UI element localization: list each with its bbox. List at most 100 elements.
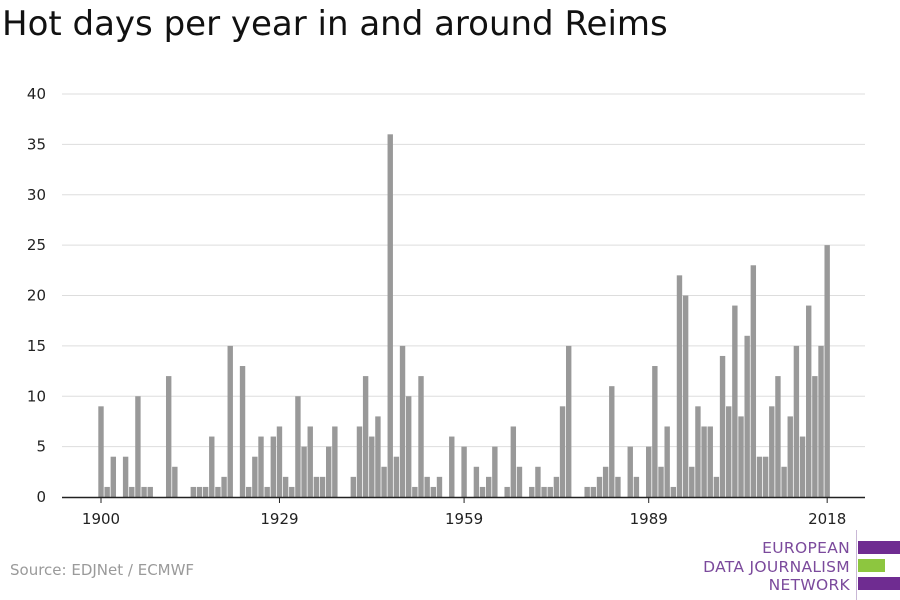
bar-1926 [258, 436, 264, 497]
x-tick-label: 1959 [445, 510, 483, 528]
bar-2006 [750, 265, 757, 497]
bar-1905 [129, 486, 135, 497]
bar-1971 [535, 466, 541, 497]
bar-1917 [202, 486, 209, 497]
logo-bar-green [858, 559, 885, 572]
bar-1916 [196, 486, 203, 497]
bar-1963 [486, 476, 492, 497]
bar-1976 [566, 345, 572, 497]
x-tick-label: 1929 [260, 510, 298, 528]
bar-1904 [122, 456, 129, 497]
bar-1964 [492, 446, 498, 497]
y-tick-label: 10 [27, 387, 46, 405]
y-tick-label: 40 [27, 85, 46, 103]
logo-bar-purple-bottom [858, 577, 900, 590]
bar-2007 [756, 456, 763, 497]
bar-1923 [239, 366, 246, 497]
bar-1972 [541, 486, 547, 497]
bar-1961 [473, 466, 480, 497]
x-tick-label: 2018 [808, 510, 846, 528]
bar-1952 [418, 376, 424, 497]
bar-1937 [325, 446, 332, 497]
logo-text-network: NETWORK [768, 576, 850, 594]
bar-1959 [461, 446, 467, 497]
bar-2013 [793, 345, 800, 497]
logo-bar-purple-top [858, 541, 900, 554]
bar-1925 [252, 456, 258, 497]
bar-1912 [172, 466, 178, 497]
bar-1954 [430, 486, 437, 497]
bar-1915 [190, 486, 197, 497]
bar-1942 [356, 426, 363, 497]
bar-1982 [602, 466, 609, 497]
bar-1947 [387, 134, 393, 498]
bar-1967 [510, 426, 517, 497]
bar-2015 [806, 305, 812, 497]
bar-2008 [762, 456, 769, 497]
bar-1986 [627, 446, 633, 497]
bar-2009 [769, 406, 775, 497]
bar-1989 [646, 446, 652, 497]
bar-1906 [135, 396, 141, 497]
bar-1920 [221, 476, 227, 497]
bar-2001 [719, 355, 726, 497]
bar-1974 [553, 476, 560, 497]
bar-1997 [695, 406, 701, 497]
y-tick-label: 35 [27, 135, 46, 153]
bar-1918 [209, 436, 215, 497]
logo-divider [856, 530, 857, 600]
bar-1981 [596, 476, 603, 497]
bar-2011 [781, 466, 787, 497]
bar-1935 [313, 476, 320, 497]
bar-2017 [818, 345, 824, 497]
bar-1911 [165, 376, 172, 497]
bar-1936 [319, 476, 326, 497]
bar-1930 [282, 476, 289, 497]
bar-1962 [479, 486, 486, 497]
bar-1944 [369, 436, 375, 497]
bar-1945 [375, 416, 381, 497]
bar-1995 [682, 295, 689, 497]
edjnet-logo: EUROPEAN DATA JOURNALISM NETWORK [700, 530, 900, 600]
y-tick-label: 25 [27, 236, 46, 254]
source-note: Source: EDJNet / ECMWF [10, 561, 195, 579]
bar-1948 [393, 456, 400, 497]
bar-2016 [812, 376, 818, 497]
bar-1980 [590, 486, 597, 497]
bar-1931 [289, 486, 295, 497]
bar-1984 [615, 476, 621, 497]
bar-1907 [141, 486, 147, 497]
bar-1941 [350, 476, 357, 497]
x-tick-label: 1989 [630, 510, 668, 528]
bar-1955 [436, 476, 443, 497]
bar-1932 [295, 396, 301, 497]
bar-1990 [652, 366, 658, 497]
bar-2003 [732, 305, 738, 497]
bar-1998 [701, 426, 707, 497]
bar-2002 [726, 406, 732, 497]
bar-1924 [245, 486, 252, 497]
bar-1900 [98, 406, 104, 497]
bar-1921 [227, 345, 233, 497]
bar-1983 [609, 386, 615, 497]
bar-2018 [824, 245, 830, 497]
bar-2004 [738, 416, 744, 497]
bar-1994 [676, 275, 683, 497]
bar-1991 [658, 466, 664, 497]
y-axis-ticks: 0 5 10 15 20 25 30 35 40 [27, 85, 46, 506]
bar-1949 [399, 345, 406, 497]
y-tick-label: 15 [27, 337, 46, 355]
bar-2010 [775, 376, 781, 497]
bar-1928 [270, 436, 277, 497]
bar-2014 [799, 436, 806, 497]
bar-1966 [504, 486, 510, 497]
bar-1999 [707, 426, 713, 497]
bar-1993 [670, 486, 677, 497]
bar-2000 [713, 476, 720, 497]
bar-2005 [744, 335, 750, 497]
bar-1929 [276, 426, 283, 497]
gridlines [62, 93, 865, 448]
y-tick-label: 5 [36, 438, 46, 456]
bar-1919 [215, 486, 221, 497]
